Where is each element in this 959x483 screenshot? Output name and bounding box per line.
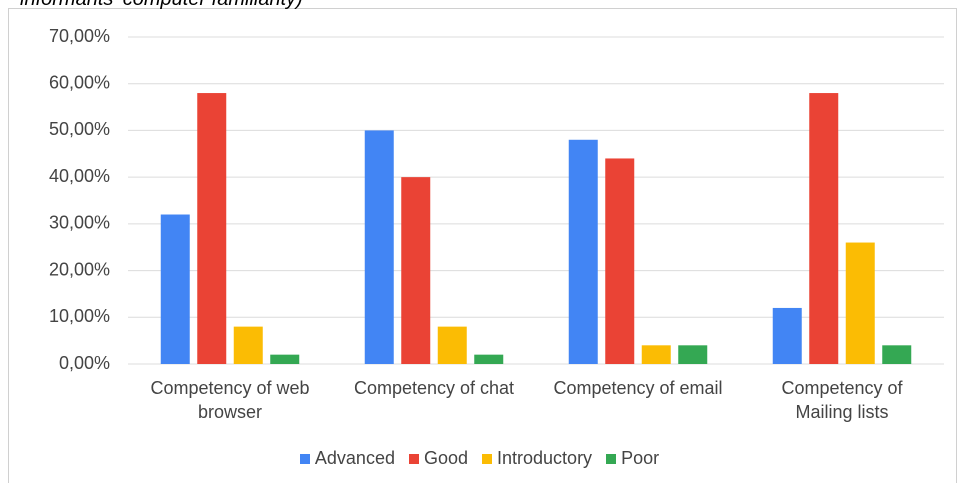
x-tick-label: Competency of Mailing lists [781,378,903,422]
bar [197,93,227,365]
legend-swatch [606,453,617,464]
legend-swatch [482,453,493,464]
chart-title: informants' computer familiarity) [20,0,303,11]
y-tick-label: 30,00% [49,213,110,233]
y-tick-label: 20,00% [49,259,110,279]
legend-label: Introductory [497,448,593,468]
bar [233,326,263,364]
bar [160,214,190,364]
bar [474,354,504,364]
legend-label: Poor [621,448,660,468]
x-tick-label: Competency of web browser [150,378,310,422]
legend: Advanced Good Introductory Poor [0,448,959,469]
y-tick-label: 50,00% [49,119,110,139]
y-tick-label: 0,00% [59,353,110,373]
y-tick-label: 70,00% [49,26,110,46]
legend-swatch [408,453,419,464]
bar [605,158,635,364]
chart-frame [8,8,957,483]
legend-item: Poor [606,448,659,469]
legend-item: Advanced [299,448,395,469]
legend-item: Good [408,448,469,469]
legend-item: Introductory [482,448,592,469]
bar [772,307,802,364]
y-tick-label: 10,00% [49,306,110,326]
bar [270,354,300,364]
y-tick-label: 40,00% [49,166,110,186]
legend-label: Advanced [314,448,395,468]
y-tick-label: 60,00% [49,72,110,92]
bar [678,345,708,364]
bar [882,345,912,364]
legend-swatch [299,453,310,464]
legend-label: Good [423,448,469,468]
bar [401,177,431,364]
bar [437,326,467,364]
x-tick-label: Competency of email [553,378,723,398]
bar [845,242,875,364]
bar [364,130,394,364]
bar [568,139,598,364]
x-tick-label: Competency of chat [353,378,515,398]
bar [809,93,839,365]
bar [641,345,671,364]
